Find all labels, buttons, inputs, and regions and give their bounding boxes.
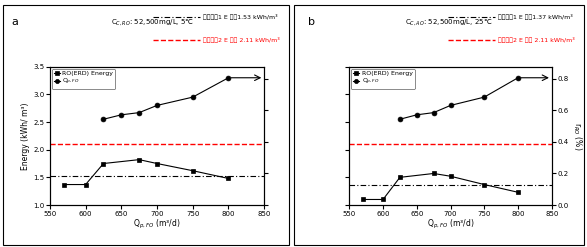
X-axis label: Q$_{p, FO}$ (m³/d): Q$_{p, FO}$ (m³/d): [427, 218, 474, 231]
Q$_{p, FO}$: [118, 113, 125, 116]
RO(ERD) Energy: [60, 183, 68, 186]
Q$_{p, FO}$: [100, 118, 107, 121]
Q$_{p, FO}$: [225, 76, 232, 79]
Legend: RO(ERD) Energy, Q$_{p, FO}$: RO(ERD) Energy, Q$_{p, FO}$: [52, 69, 115, 89]
X-axis label: Q$_{p, FO}$ (m³/d): Q$_{p, FO}$ (m³/d): [133, 218, 181, 231]
RO(ERD) Energy: [100, 162, 107, 165]
Q$_{p, FO}$: [481, 96, 488, 99]
Q$_{p, FO}$: [154, 104, 161, 107]
Y-axis label: r$_{RO}$ (%): r$_{RO}$ (%): [571, 122, 584, 150]
Q$_{p, FO}$: [189, 96, 196, 99]
RO(ERD) Energy: [430, 172, 437, 175]
Text: 시나리오1 E 목표1.37 kWh/m³: 시나리오1 E 목표1.37 kWh/m³: [498, 14, 573, 20]
Q$_{p, FO}$: [396, 118, 403, 121]
Line: RO(ERD) Energy: RO(ERD) Energy: [360, 171, 521, 202]
RO(ERD) Energy: [154, 162, 161, 165]
RO(ERD) Energy: [359, 198, 366, 201]
Y-axis label: Energy (kWh/ m³): Energy (kWh/ m³): [21, 102, 31, 170]
Text: C$_{C,AO}$: 52,500mg/L, 25℃: C$_{C,AO}$: 52,500mg/L, 25℃: [404, 17, 492, 27]
RO(ERD) Energy: [82, 183, 89, 186]
RO(ERD) Energy: [481, 183, 488, 186]
RO(ERD) Energy: [225, 177, 232, 180]
Q$_{p, FO}$: [136, 111, 143, 114]
Q$_{p, FO}$: [447, 104, 454, 107]
Q$_{p, FO}$: [430, 111, 437, 114]
Text: 시나리오2 E 목표 2.11 kWh/m³: 시나리오2 E 목표 2.11 kWh/m³: [203, 37, 279, 42]
Text: 시나리오1 E 목표1.53 kWh/m³: 시나리오1 E 목표1.53 kWh/m³: [203, 14, 277, 20]
RO(ERD) Energy: [379, 198, 386, 201]
Q$_{p, FO}$: [514, 76, 522, 79]
Legend: RO(ERD) Energy, Q$_{p, FO}$: RO(ERD) Energy, Q$_{p, FO}$: [351, 69, 414, 89]
Text: a: a: [12, 17, 19, 27]
RO(ERD) Energy: [447, 175, 454, 178]
Line: Q$_{p, FO}$: Q$_{p, FO}$: [397, 75, 521, 122]
Q$_{p, FO}$: [413, 113, 420, 116]
Text: b: b: [308, 17, 315, 27]
RO(ERD) Energy: [396, 176, 403, 179]
RO(ERD) Energy: [136, 158, 143, 161]
Text: 시나리오2 E 목표 2.11 kWh/m³: 시나리오2 E 목표 2.11 kWh/m³: [498, 37, 575, 42]
Text: C$_{C,RO}$: 52,500mg/L, 5℃: C$_{C,RO}$: 52,500mg/L, 5℃: [111, 17, 194, 27]
RO(ERD) Energy: [189, 169, 196, 172]
RO(ERD) Energy: [514, 191, 522, 194]
Line: RO(ERD) Energy: RO(ERD) Energy: [62, 157, 231, 187]
Line: Q$_{p, FO}$: Q$_{p, FO}$: [101, 75, 231, 122]
